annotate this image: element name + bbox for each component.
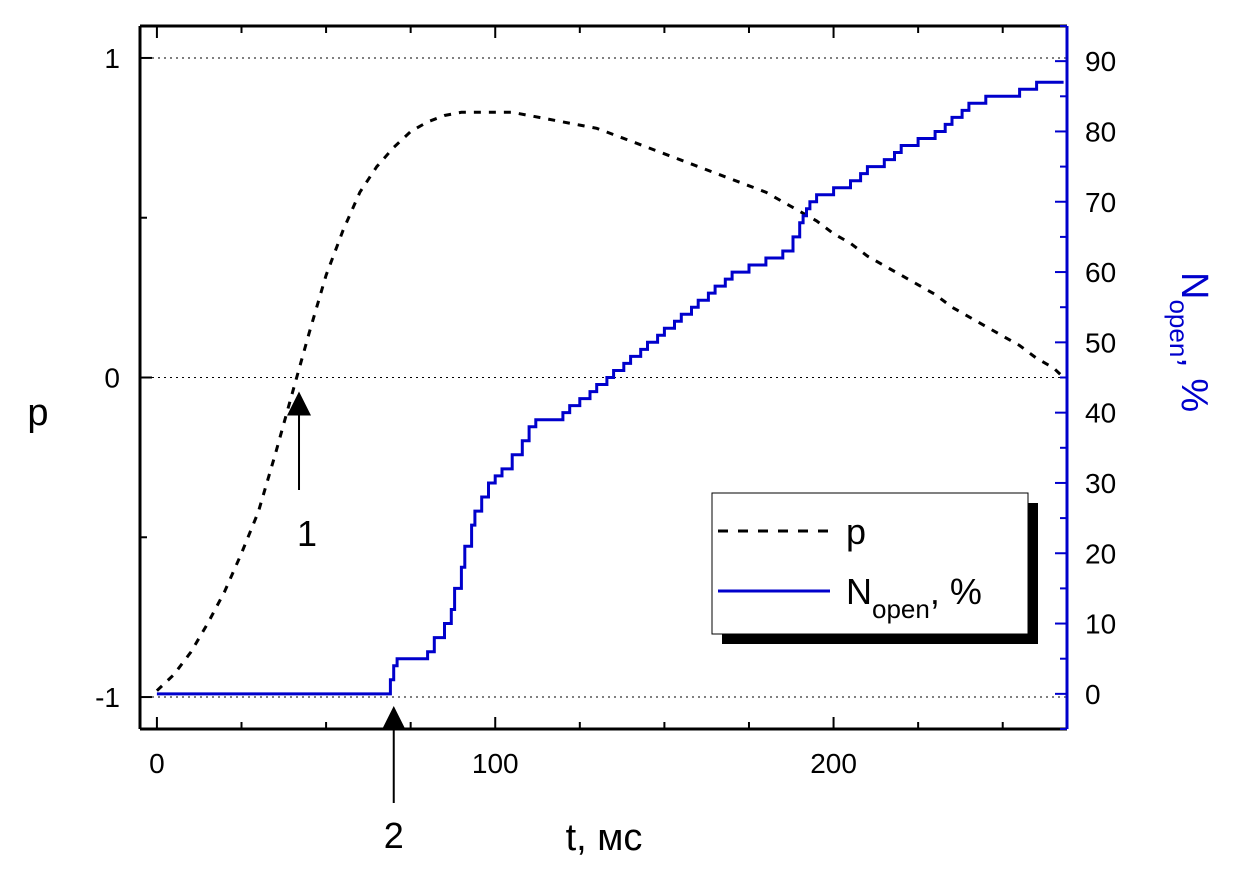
series-layer <box>155 80 1065 696</box>
y2-axis-title: Nopen, % <box>1164 272 1215 412</box>
y2-tick-label: 0 <box>1085 679 1101 710</box>
legend-label-nopen: Nopen, % <box>846 571 982 624</box>
legend-label-main: N <box>846 571 872 612</box>
arrow-1-head <box>287 391 312 416</box>
legend-box <box>711 492 1029 635</box>
y2-tick-label: 90 <box>1085 46 1116 77</box>
annotations: 12 <box>287 391 406 856</box>
x-axis-title: t, мс <box>566 817 643 859</box>
y2-title-sub: open <box>1164 299 1194 357</box>
y-tick-label: 0 <box>104 363 120 394</box>
y2-tick-label: 30 <box>1085 468 1116 499</box>
series-line-nopen <box>156 80 1064 696</box>
y-tick-label: 1 <box>104 43 120 74</box>
y2-tick-label: 40 <box>1085 398 1116 429</box>
legend-label-p: p <box>846 511 866 552</box>
legend-label-rest: , % <box>930 571 982 612</box>
x-tick-label: 0 <box>149 748 165 779</box>
y2-tick-label: 20 <box>1085 538 1116 569</box>
y-axis-title: p <box>27 392 48 434</box>
y2-tick-label: 80 <box>1085 116 1116 147</box>
y-tick-label: -1 <box>95 682 120 713</box>
annotation-1-label: 1 <box>297 513 317 554</box>
x-tick-label: 200 <box>810 748 857 779</box>
annotation-2-label: 2 <box>384 815 404 856</box>
series-line-p <box>155 110 1065 692</box>
arrow-2-head <box>381 706 406 730</box>
y2-tick-label: 10 <box>1085 609 1116 640</box>
y2-tick-label: 60 <box>1085 257 1116 288</box>
x-tick-label: 100 <box>472 748 519 779</box>
legend-label-sub: open <box>872 594 930 624</box>
grid-lines <box>140 57 1067 698</box>
y2-title-main: N <box>1173 272 1215 299</box>
y2-tick-label: 50 <box>1085 327 1116 358</box>
y2-tick-label: 70 <box>1085 187 1116 218</box>
y2-title-rest: , % <box>1173 357 1215 412</box>
